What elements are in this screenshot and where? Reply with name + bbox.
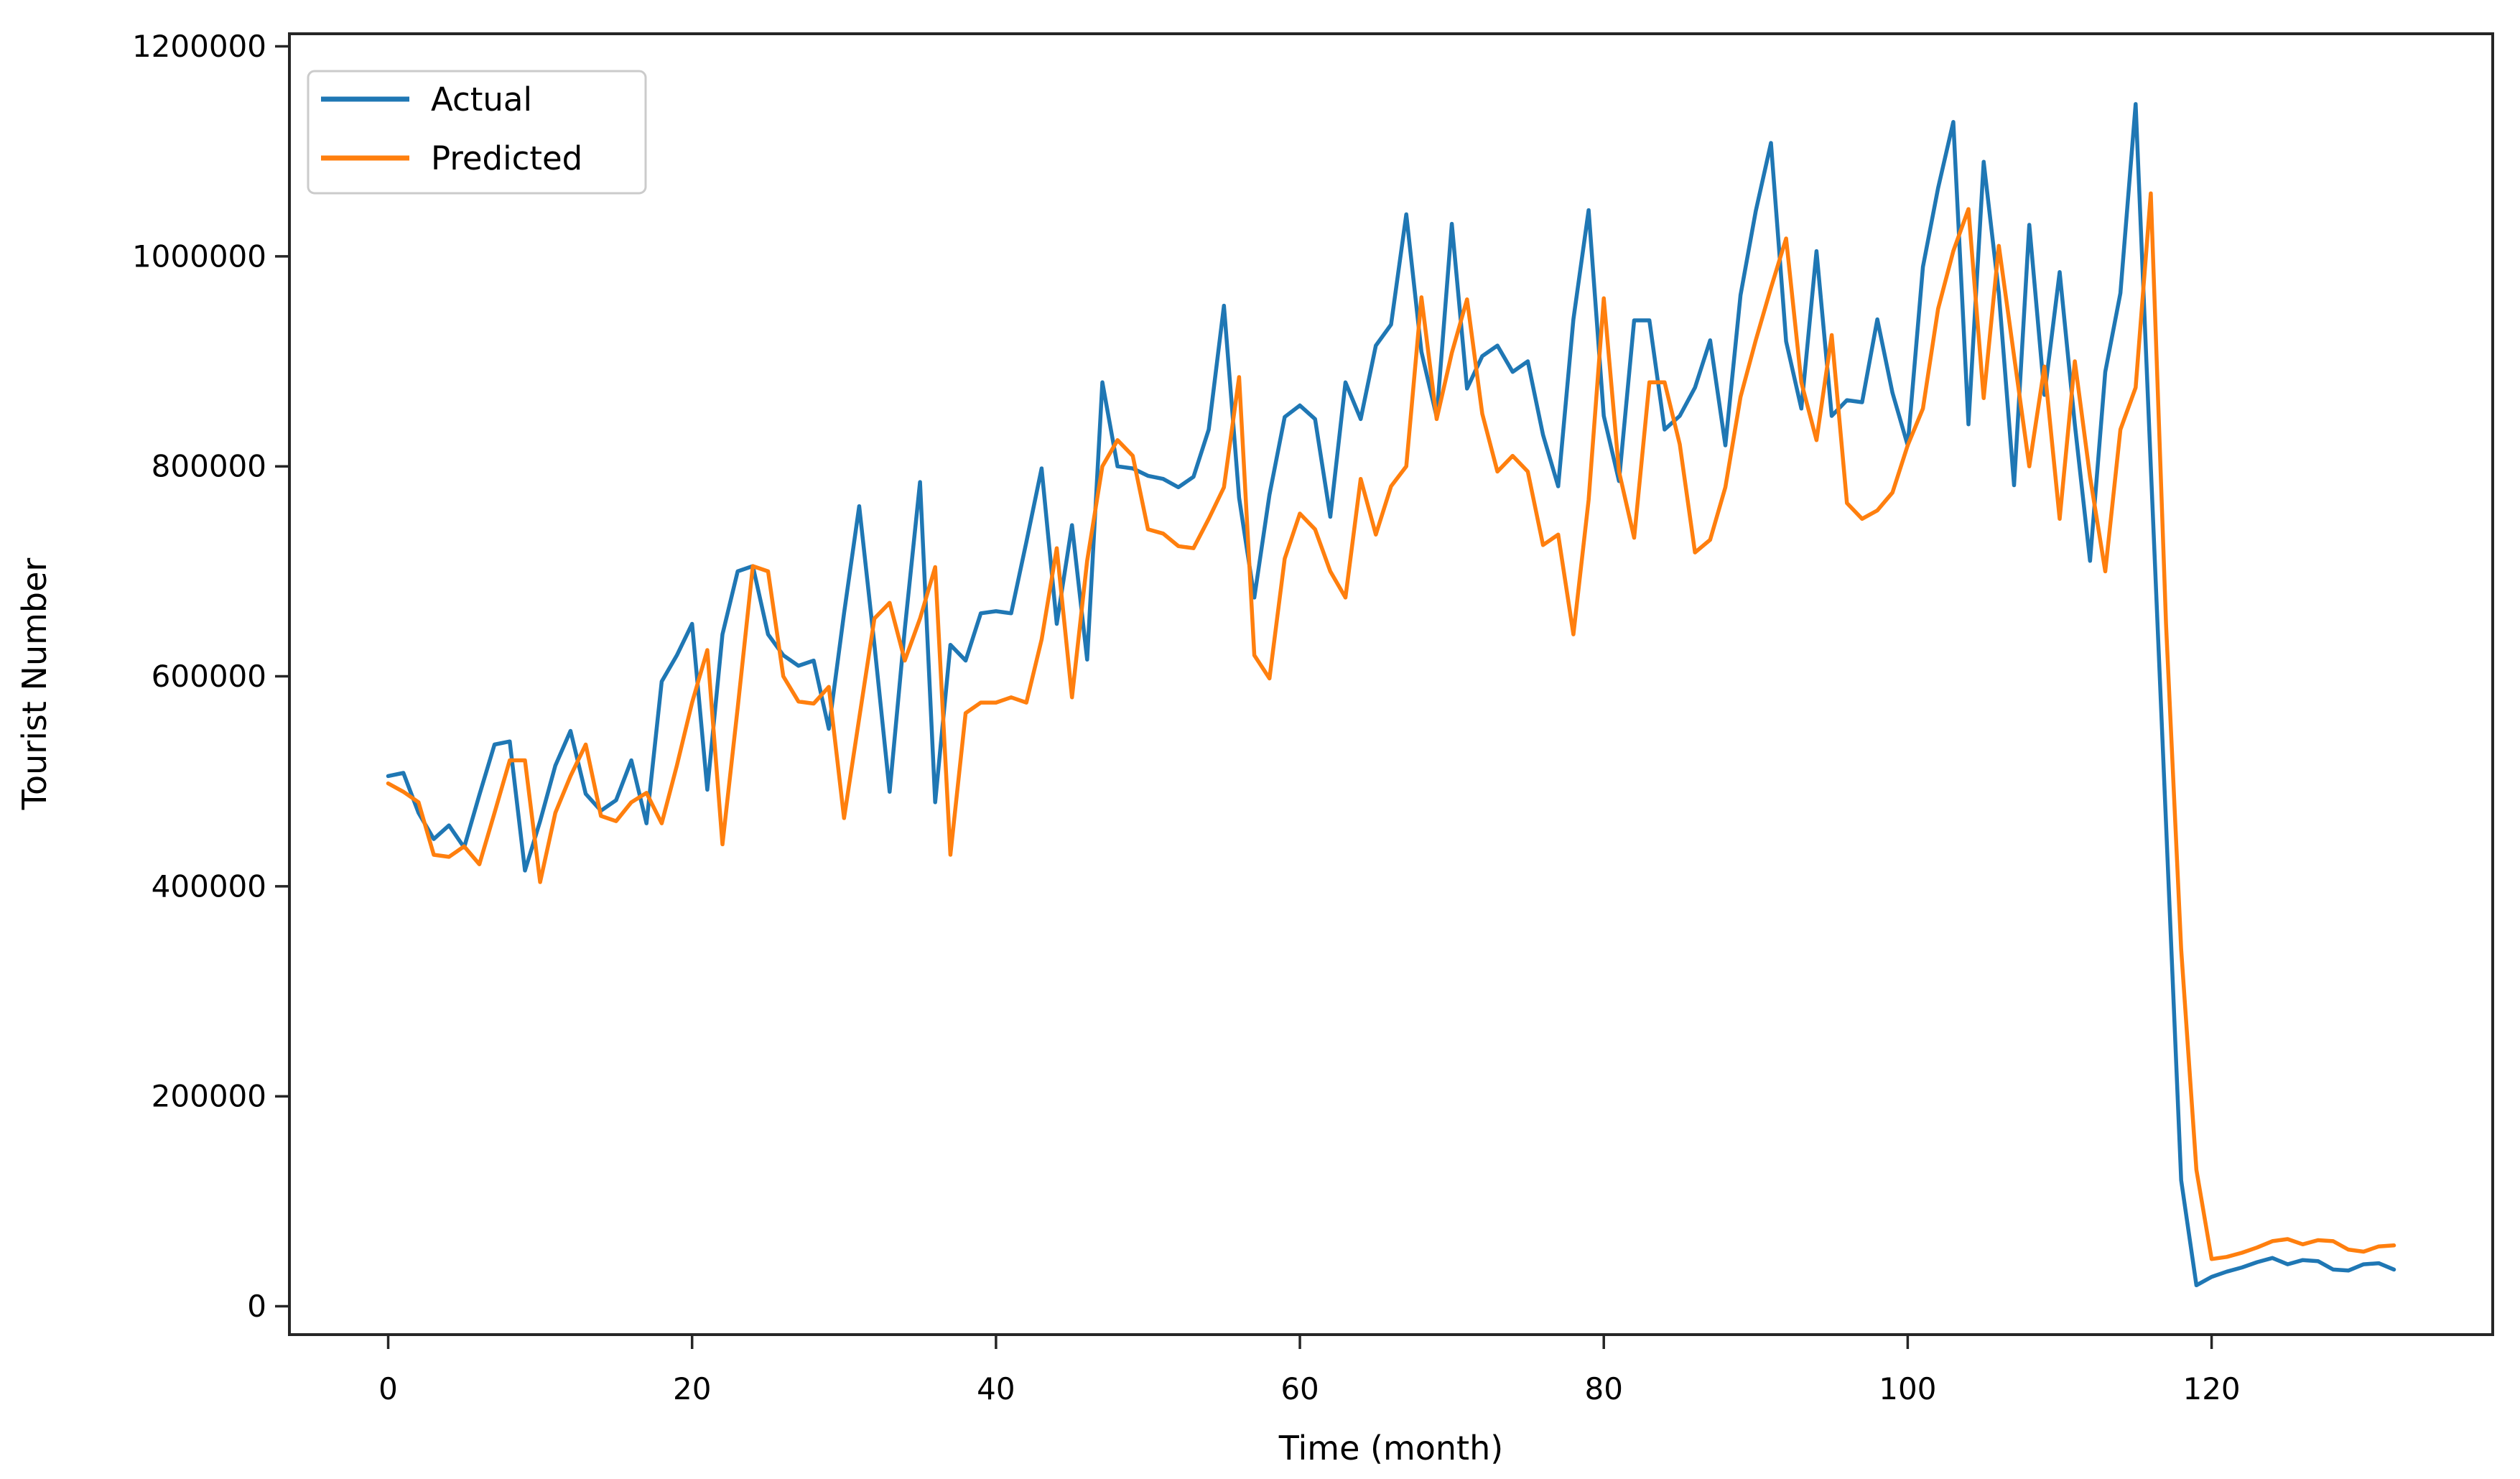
x-tick-label: 80 bbox=[1584, 1371, 1622, 1406]
x-tick-label: 0 bbox=[378, 1371, 398, 1406]
y-tick-label: 1200000 bbox=[132, 29, 266, 64]
y-tick-label: 1000000 bbox=[132, 238, 266, 274]
x-tick-label: 40 bbox=[977, 1371, 1015, 1406]
x-tick-label: 20 bbox=[673, 1371, 711, 1406]
series-line-predicted bbox=[386, 191, 2396, 1261]
x-tick-label: 100 bbox=[1879, 1371, 1936, 1406]
y-tick-label: 600000 bbox=[152, 659, 266, 694]
x-tick-label: 60 bbox=[1280, 1371, 1319, 1406]
y-tick-label: 0 bbox=[247, 1289, 266, 1324]
y-axis-label: Tourist Number bbox=[15, 558, 54, 811]
y-axis-ticks: 0 200000 400000 600000 800000 1000000 1200000 bbox=[132, 29, 289, 1324]
y-tick-label: 800000 bbox=[152, 449, 266, 484]
series-line-actual bbox=[386, 102, 2396, 1288]
legend: Actual Predicted bbox=[307, 70, 647, 195]
x-tick-label: 120 bbox=[2182, 1371, 2240, 1406]
x-axis-ticks: 0 20 40 60 80 100 120 bbox=[378, 1335, 2241, 1406]
plot-area-border bbox=[288, 32, 2494, 1336]
legend-label-predicted: Predicted bbox=[431, 139, 582, 177]
data-series-lines bbox=[386, 102, 2396, 1288]
x-axis-label: Time (month) bbox=[1278, 1429, 1503, 1468]
y-tick-label: 400000 bbox=[152, 868, 266, 904]
y-tick-label: 200000 bbox=[152, 1079, 266, 1114]
legend-label-actual: Actual bbox=[431, 80, 532, 119]
